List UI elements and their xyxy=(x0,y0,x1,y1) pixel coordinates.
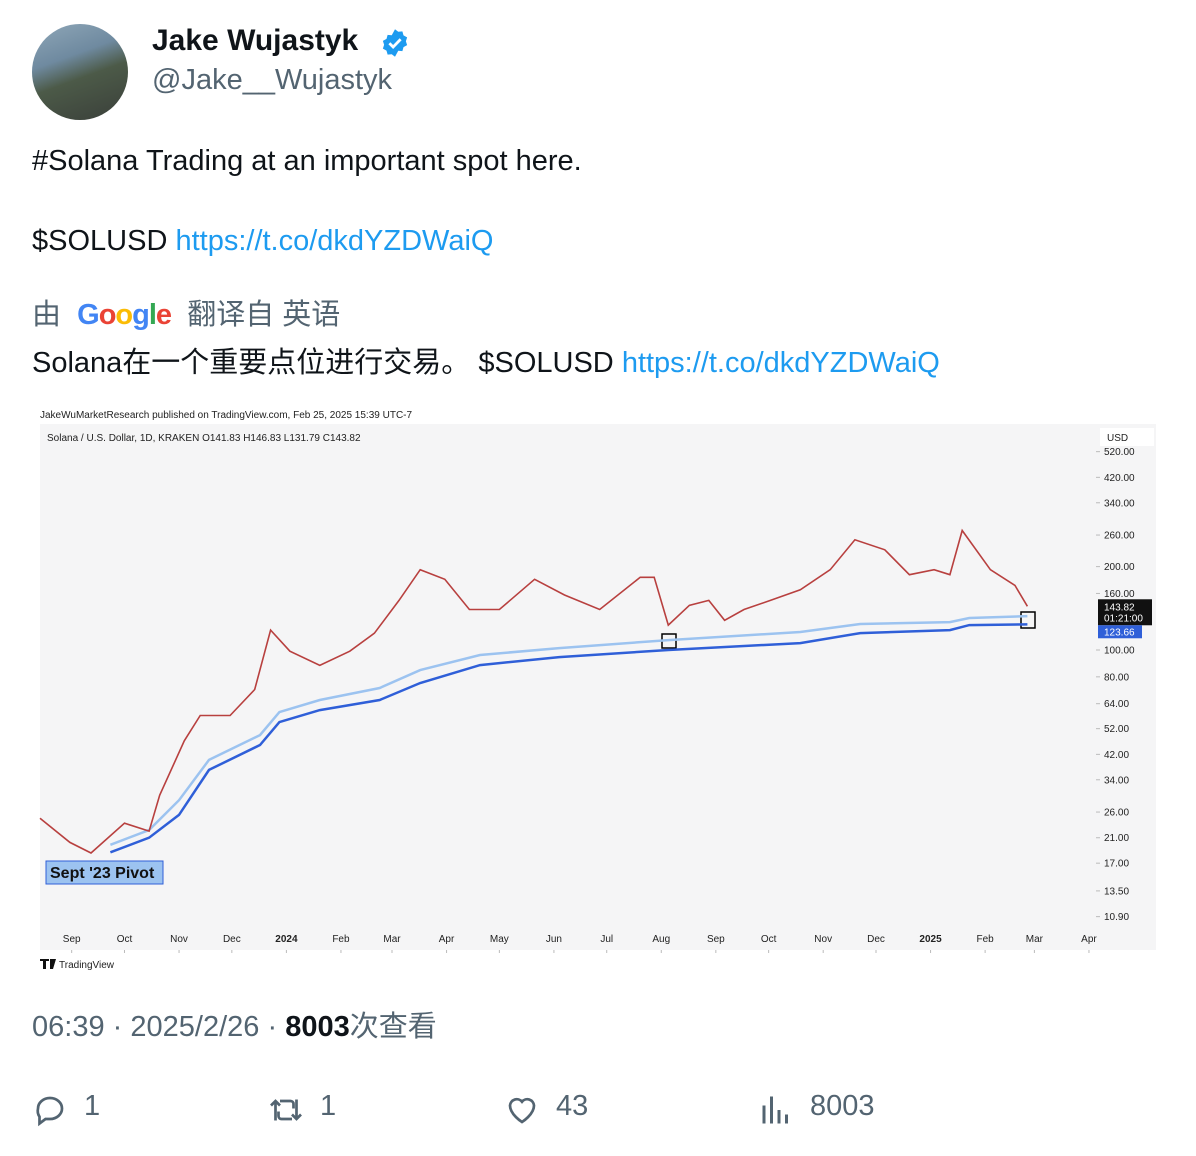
y-tick-label: 160.00 xyxy=(1104,589,1135,600)
tweet-text: #Solana Trading at an important spot her… xyxy=(32,145,582,177)
series-line xyxy=(109,614,1028,846)
x-tick-label: Mar xyxy=(383,934,401,945)
y-tick-label: 42.00 xyxy=(1104,750,1129,761)
currency-box xyxy=(1100,428,1154,446)
y-tick-label: 21.00 xyxy=(1104,833,1129,844)
chart-title: Solana / U.S. Dollar, 1D, KRAKEN O141.83… xyxy=(47,433,361,444)
y-tick-label: 260.00 xyxy=(1104,531,1135,542)
x-tick-label: Feb xyxy=(977,934,995,945)
separator: · xyxy=(267,1011,278,1043)
x-tick-label: Sep xyxy=(707,934,725,945)
x-tick-label: Mar xyxy=(1026,934,1044,945)
views-icon[interactable] xyxy=(758,1092,794,1128)
marker-box xyxy=(1020,611,1036,629)
series-line xyxy=(109,623,1028,854)
x-tick-label: 2025 xyxy=(919,934,942,945)
view-count: 8003 xyxy=(285,1011,350,1043)
y-tick-label: 340.00 xyxy=(1104,498,1135,509)
translation-credit: 由 Google 翻译自 英语 xyxy=(32,291,340,333)
chart-image[interactable]: JakeWuMarketResearch published on Tradin… xyxy=(0,0,1196,1000)
x-tick-label: Sep xyxy=(63,934,81,945)
y-tick-label: 52.00 xyxy=(1104,724,1129,735)
separator: · xyxy=(112,1011,123,1043)
ticker: $SOLUSD xyxy=(32,225,168,257)
views-count: 8003 xyxy=(810,1090,875,1122)
like-count: 43 xyxy=(556,1090,589,1122)
translated-body: Solana在一个重要点位进行交易。 $SOLUSD xyxy=(32,347,614,379)
reply-icon[interactable] xyxy=(32,1092,68,1128)
x-tick-label: Nov xyxy=(814,934,832,945)
x-tick-label: Apr xyxy=(1081,934,1097,945)
x-tick-label: Oct xyxy=(117,934,133,945)
price-tag xyxy=(1098,599,1152,626)
price-tag-label: 123.66 xyxy=(1104,627,1135,638)
timestamp: 06:39 · 2025/2/26 · 8003次查看 xyxy=(32,1003,437,1045)
link[interactable]: https://t.co/dkdYZDWaiQ xyxy=(175,225,494,257)
x-tick-label: Apr xyxy=(439,934,455,945)
x-tick-label: Jul xyxy=(600,934,613,945)
tv-logo xyxy=(40,959,56,969)
y-tick-label: 10.90 xyxy=(1104,912,1129,923)
translated-text: Solana在一个重要点位进行交易。 $SOLUSD https://t.co/… xyxy=(32,339,940,381)
time[interactable]: 06:39 xyxy=(32,1011,105,1043)
plot-bg xyxy=(40,424,1156,950)
y-tick-label: 200.00 xyxy=(1104,562,1135,573)
annotation: Sept '23 Pivot xyxy=(50,865,155,882)
brand: TradingView xyxy=(59,960,115,971)
x-tick-label: 2024 xyxy=(275,934,298,945)
translated-from[interactable]: 翻译自 英语 xyxy=(187,299,341,331)
x-tick-label: Dec xyxy=(223,934,241,945)
y-tick-label: 13.50 xyxy=(1104,886,1129,897)
author-name[interactable]: Jake Wujastyk xyxy=(152,24,359,57)
x-tick-label: Nov xyxy=(170,934,188,945)
x-tick-label: Aug xyxy=(652,934,670,945)
date[interactable]: 2025/2/26 xyxy=(130,1011,260,1043)
repost-icon[interactable] xyxy=(268,1092,304,1128)
countdown: 01:21:00 xyxy=(1104,613,1143,624)
x-tick-label: Oct xyxy=(761,934,777,945)
author-handle[interactable]: @Jake__Wujastyk xyxy=(152,64,393,96)
google-logo: Google xyxy=(77,299,172,331)
by: 由 xyxy=(32,299,62,331)
series-line xyxy=(39,528,1029,854)
y-tick-label: 520.00 xyxy=(1104,447,1135,458)
y-tick-label: 100.00 xyxy=(1104,645,1135,656)
y-tick-label: 80.00 xyxy=(1104,672,1129,683)
like-icon[interactable] xyxy=(504,1092,540,1128)
y-tick-label: 34.00 xyxy=(1104,775,1129,786)
y-tick-label: 17.00 xyxy=(1104,859,1129,870)
verified-badge xyxy=(382,29,408,57)
price-tag-label: 143.82 xyxy=(1104,602,1135,613)
y-tick-label: 26.00 xyxy=(1104,808,1129,819)
views-suffix: 次查看 xyxy=(349,1011,437,1043)
publisher: JakeWuMarketResearch published on Tradin… xyxy=(40,410,412,421)
x-tick-label: May xyxy=(490,934,509,945)
reply-count: 1 xyxy=(84,1090,101,1122)
repost-count: 1 xyxy=(320,1090,337,1122)
annotation-box xyxy=(45,860,164,885)
y-tick-label: 64.00 xyxy=(1104,699,1129,710)
x-tick-label: Jun xyxy=(546,934,562,945)
x-tick-label: Dec xyxy=(867,934,885,945)
x-tick-label: Feb xyxy=(332,934,350,945)
avatar[interactable] xyxy=(32,24,128,120)
tweet-text: $SOLUSD https://t.co/dkdYZDWaiQ xyxy=(32,225,493,258)
price-tag xyxy=(1098,625,1142,639)
currency: USD xyxy=(1107,433,1128,444)
link[interactable]: https://t.co/dkdYZDWaiQ xyxy=(621,347,940,379)
y-tick-label: 420.00 xyxy=(1104,473,1135,484)
